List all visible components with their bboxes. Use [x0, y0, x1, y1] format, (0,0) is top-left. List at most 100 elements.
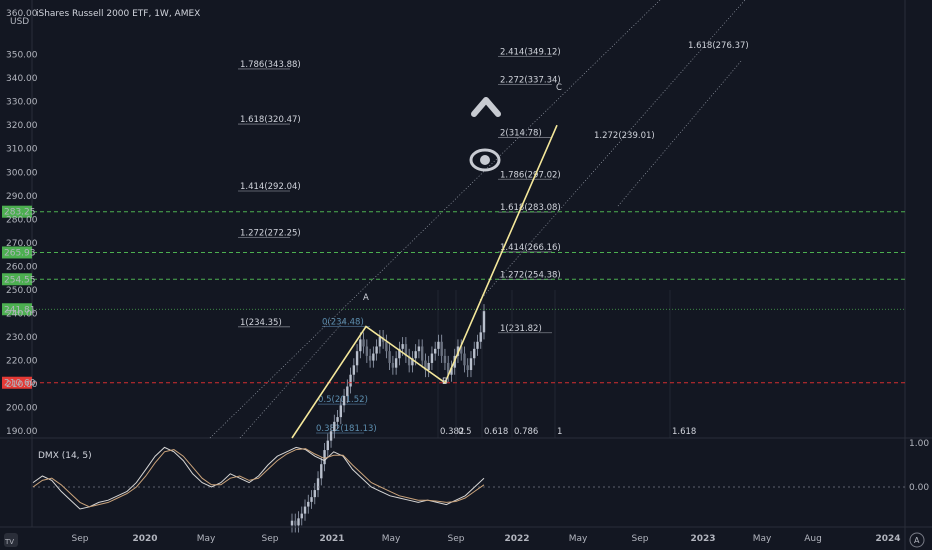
price-tick-label: 250.00 [6, 286, 38, 296]
candle-body [479, 332, 482, 342]
dmx-series-b [32, 448, 485, 508]
candle-body [437, 341, 440, 349]
price-tick-label: 290.00 [6, 192, 38, 202]
svg-text:TV: TV [4, 538, 14, 546]
price-tick-label: 240.00 [6, 310, 38, 320]
candle-body [427, 362, 430, 371]
fib-right-label: 1.272(254.38) [500, 271, 561, 281]
fib-retrace-label: 0.382(181.13) [316, 424, 377, 434]
price-tick-label: 260.00 [6, 262, 38, 272]
candle-body [320, 464, 323, 479]
price-tick-label: 350.00 [6, 51, 38, 61]
fib-left-label: 1(234.35) [240, 318, 282, 328]
price-tick-label: 210.00 [6, 380, 38, 390]
candle-body [440, 341, 443, 356]
candle-body [333, 421, 336, 432]
time-tick-label: Sep [262, 534, 279, 544]
chevron-up-icon[interactable] [471, 97, 501, 117]
candle-body [401, 344, 404, 349]
time-fib-label: 0.382 [440, 427, 464, 437]
candle-body [326, 440, 329, 451]
candle-body [430, 353, 434, 363]
fib-right-label: 2.272(337.34) [500, 75, 561, 85]
svg-text:A: A [914, 536, 920, 545]
candle-body [424, 360, 427, 371]
candle-body [391, 362, 395, 368]
candle-body [460, 346, 463, 354]
candle-body [404, 344, 408, 356]
dmx-series-a [32, 446, 485, 510]
fib-retrace-label: 0(234.48) [322, 318, 364, 328]
candle-body [313, 490, 316, 498]
candle-body [447, 362, 450, 375]
candle-body [359, 339, 362, 352]
time-tick-label: 2024 [875, 534, 900, 544]
candle-body [420, 346, 424, 361]
price-axis-currency-top: 360.00 [6, 9, 38, 19]
time-tick-label: Sep [448, 534, 465, 544]
candle-body [355, 351, 359, 366]
candle-body [411, 358, 414, 366]
price-tick-label: 230.00 [6, 333, 38, 343]
fib-left-label: 1.618(320.47) [240, 115, 301, 125]
eye-icon[interactable] [469, 148, 501, 172]
fib-left-label: 1.272(272.25) [240, 229, 301, 239]
fib-right-label: 2(314.78) [500, 128, 542, 138]
candle-body [378, 337, 382, 347]
fib-left-label: 1.786(343.88) [240, 60, 301, 70]
fib-right-label: 1(231.82) [500, 324, 542, 334]
candle-body [349, 374, 352, 387]
level-badge-label: 283.25 [4, 208, 36, 218]
candle-body [372, 353, 375, 361]
trendline-left [239, 319, 346, 439]
wave-path [291, 124, 558, 439]
candle-body [303, 506, 307, 514]
price-tick-label: 270.00 [6, 239, 38, 249]
tradingview-logo[interactable]: TV [4, 533, 18, 547]
price-axis[interactable]: 350.00 340.00 330.00 320.00 310.00 300.00 290.… [6, 51, 38, 438]
elliott-waves: A B C [291, 83, 562, 439]
auto-scale-button[interactable]: A [909, 532, 925, 548]
level-badge-label: 265.93 [4, 248, 36, 258]
level-badge-label: 210.60 [4, 379, 36, 389]
time-tick-label: 2022 [504, 534, 529, 544]
time-fib-label: 0.5 [458, 427, 472, 437]
candle-body [316, 478, 320, 491]
candle-body [362, 339, 365, 347]
level-badge-label: 254.55 [4, 275, 36, 285]
candle-body [339, 405, 343, 418]
candle-body [466, 365, 469, 371]
time-tick-label: May [753, 534, 772, 544]
fib-right-label: 1.414(266.16) [500, 243, 561, 253]
candles [290, 304, 486, 533]
candle-body [329, 431, 333, 441]
indicator-tick-0: 0.00 [909, 483, 929, 493]
channel-label: 1.618(276.37) [688, 41, 749, 51]
level-badge [2, 376, 32, 389]
trend-lines: 1.618(276.37) 1.272(239.01) [209, 0, 749, 439]
fib-right-label: 1.618(283.08) [500, 203, 561, 213]
candle-body [394, 358, 398, 368]
indicator-label: DMX (14, 5) [38, 451, 92, 461]
time-tick-label: May [569, 534, 588, 544]
dmx-indicator-pane [32, 446, 905, 510]
indicator-tick-1: 1.00 [909, 439, 929, 449]
time-tick-label: 2020 [132, 534, 157, 544]
candle-body [294, 520, 297, 526]
candle-body [463, 353, 466, 366]
price-tick-label: 190.00 [6, 427, 38, 437]
time-axis[interactable]: Sep 2020 May Sep 2021 May Sep 2022 May Sep 2023 May… [0, 526, 932, 544]
candle-body [407, 355, 411, 366]
level-badge [2, 273, 32, 286]
level-badge [2, 303, 32, 316]
time-fib-label: 0.786 [514, 427, 538, 437]
horizontal-levels: 283.25 265.93 254.55 241.81 210.60 [2, 205, 905, 389]
level-badge-label: 241.81 [4, 305, 36, 315]
time-tick-label: 2021 [319, 534, 344, 544]
price-tick-label: 340.00 [6, 74, 38, 84]
candle-body [398, 348, 401, 359]
channel-lower [617, 59, 743, 207]
wave-label-b: B [442, 377, 448, 387]
